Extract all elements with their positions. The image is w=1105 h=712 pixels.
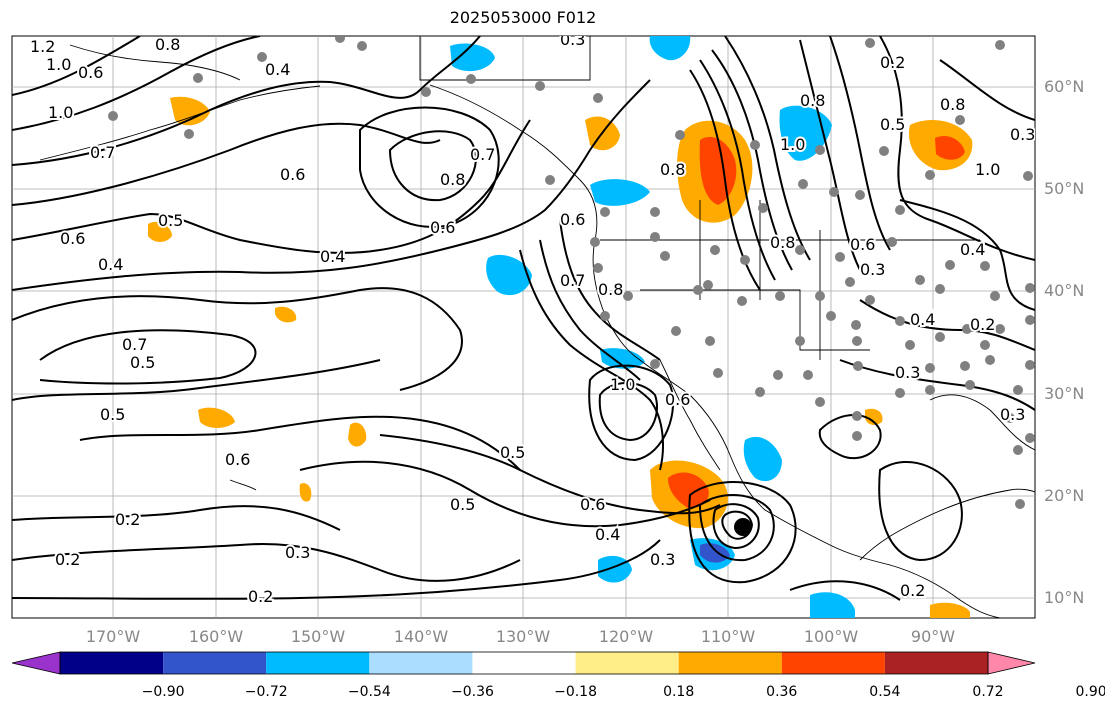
colorbar-high-extend bbox=[987, 651, 1036, 675]
colorbar-tick-label: −0.72 bbox=[244, 684, 288, 700]
contour-label: 0.7 bbox=[560, 271, 585, 290]
contour-label: 0.8 bbox=[800, 91, 825, 110]
contour-label: 0.5 bbox=[100, 405, 125, 424]
contour-label: 0.8 bbox=[440, 170, 465, 189]
contour-label: 0.6 bbox=[850, 235, 875, 254]
contour-label: 0.4 bbox=[98, 255, 123, 274]
colorbar-box bbox=[369, 652, 473, 674]
contour-label: 1.0 bbox=[975, 160, 1000, 179]
contour-label: 0.2 bbox=[880, 53, 905, 72]
contour-label: 1.0 bbox=[46, 55, 71, 74]
contour-label: 0.7 bbox=[90, 143, 115, 162]
station-dots bbox=[108, 36, 1035, 509]
contour-label: 0.3 bbox=[1010, 125, 1035, 144]
lon-label: 160°W bbox=[188, 627, 244, 646]
contour-label: 0.2 bbox=[900, 581, 925, 600]
contour-label: 1.0 bbox=[610, 375, 635, 394]
colorbar-tick-label: 0.72 bbox=[972, 684, 1004, 700]
contour-label: 0.3 bbox=[895, 363, 920, 382]
colorbar-box bbox=[678, 652, 782, 674]
lon-label: 110°W bbox=[700, 627, 756, 646]
lon-label: 140°W bbox=[393, 627, 449, 646]
lat-label: 60°N bbox=[1044, 77, 1085, 96]
contour-label: 0.8 bbox=[155, 35, 180, 54]
contour-label: 0.4 bbox=[910, 310, 935, 329]
contour-label: 0.5 bbox=[158, 211, 183, 230]
contour-label: 0.5 bbox=[500, 443, 525, 462]
lat-label: 20°N bbox=[1044, 486, 1085, 505]
contour-label: 0.8 bbox=[598, 280, 623, 299]
colorbar-tick-label: −0.90 bbox=[141, 684, 185, 700]
contour-label: 0.8 bbox=[940, 95, 965, 114]
contour-label: 0.5 bbox=[130, 353, 155, 372]
contour-label: 0.3 bbox=[650, 550, 675, 569]
lat-label: 50°N bbox=[1044, 179, 1085, 198]
colorbar-low-extend bbox=[11, 651, 61, 675]
contour-label: 0.6 bbox=[225, 450, 250, 469]
colorbar-tick-label: −0.36 bbox=[450, 684, 494, 700]
colorbar-box bbox=[575, 652, 679, 674]
lon-label: 130°W bbox=[495, 627, 551, 646]
lat-label: 40°N bbox=[1044, 281, 1085, 300]
lon-label: 90°W bbox=[910, 627, 956, 646]
contour-label: 0.3 bbox=[860, 260, 885, 279]
contour-label: 1.0 bbox=[48, 103, 73, 122]
lon-label: 150°W bbox=[290, 627, 346, 646]
coastlines bbox=[39, 36, 1035, 618]
contour-label: 0.4 bbox=[960, 240, 985, 259]
lat-label: 10°N bbox=[1044, 588, 1085, 607]
contour-label: 1.2 bbox=[30, 37, 55, 56]
contour-label: 0.4 bbox=[595, 525, 620, 544]
contour-lines bbox=[12, 36, 1035, 601]
colorbar-tick-label: 0.18 bbox=[663, 684, 695, 700]
colorbar-box bbox=[781, 652, 885, 674]
contour-label: 0.3 bbox=[1000, 405, 1025, 424]
colorbar-tick-label: 0.90 bbox=[1075, 684, 1105, 700]
lon-label: 120°W bbox=[598, 627, 654, 646]
colorbar-tick-label: −0.54 bbox=[347, 684, 391, 700]
lon-label: 170°W bbox=[85, 627, 141, 646]
contour-label: 0.5 bbox=[880, 115, 905, 134]
contour-label: 0.6 bbox=[280, 165, 305, 184]
colorbar bbox=[11, 651, 1036, 675]
lat-label: 30°N bbox=[1044, 384, 1085, 403]
colorbar-box bbox=[163, 652, 267, 674]
storm-center bbox=[734, 518, 752, 536]
contour-label: 0.8 bbox=[770, 233, 795, 252]
colorbar-outline bbox=[59, 651, 989, 675]
contour-label: 0.3 bbox=[560, 30, 585, 49]
contour-label: 0.7 bbox=[122, 335, 147, 354]
contour-label: 0.2 bbox=[248, 587, 273, 606]
colorbar-tick-label: −0.18 bbox=[554, 684, 597, 700]
contour-label: 0.4 bbox=[320, 247, 345, 266]
colorbar-box bbox=[266, 652, 370, 674]
map-frame bbox=[11, 35, 1036, 619]
map-title: 2025053000 F012 bbox=[449, 8, 597, 27]
contour-label: 1.0 bbox=[780, 135, 805, 154]
contour-label: 0.5 bbox=[450, 495, 475, 514]
contour-label: 0.2 bbox=[55, 550, 80, 569]
contour-label: 0.8 bbox=[660, 160, 685, 179]
contour-label: 0.2 bbox=[970, 315, 995, 334]
contour-label: 0.6 bbox=[78, 63, 103, 82]
colorbar-tick-label: 0.54 bbox=[869, 684, 901, 700]
contour-label: 0.3 bbox=[285, 543, 310, 562]
contour-label: 0.2 bbox=[115, 510, 140, 529]
contour-label: 0.6 bbox=[430, 218, 455, 237]
contour-label: 0.6 bbox=[560, 210, 585, 229]
colorbar-tick-label: 0.36 bbox=[766, 684, 798, 700]
colorbar-box bbox=[884, 652, 988, 674]
contour-labels: 1.21.00.80.6 0.40.51.00.70.60.50.40.60.70… bbox=[28, 30, 1035, 608]
shaded-patches bbox=[148, 36, 973, 618]
colorbar-box bbox=[472, 652, 576, 674]
contour-label: 0.6 bbox=[665, 390, 690, 409]
lon-label: 100°W bbox=[803, 627, 859, 646]
colorbar-box bbox=[60, 652, 164, 674]
contour-label: 0.6 bbox=[580, 495, 605, 514]
contour-label: 0.4 bbox=[265, 60, 290, 79]
contour-label: 0.7 bbox=[470, 145, 495, 164]
contour-label: 0.6 bbox=[60, 229, 85, 248]
